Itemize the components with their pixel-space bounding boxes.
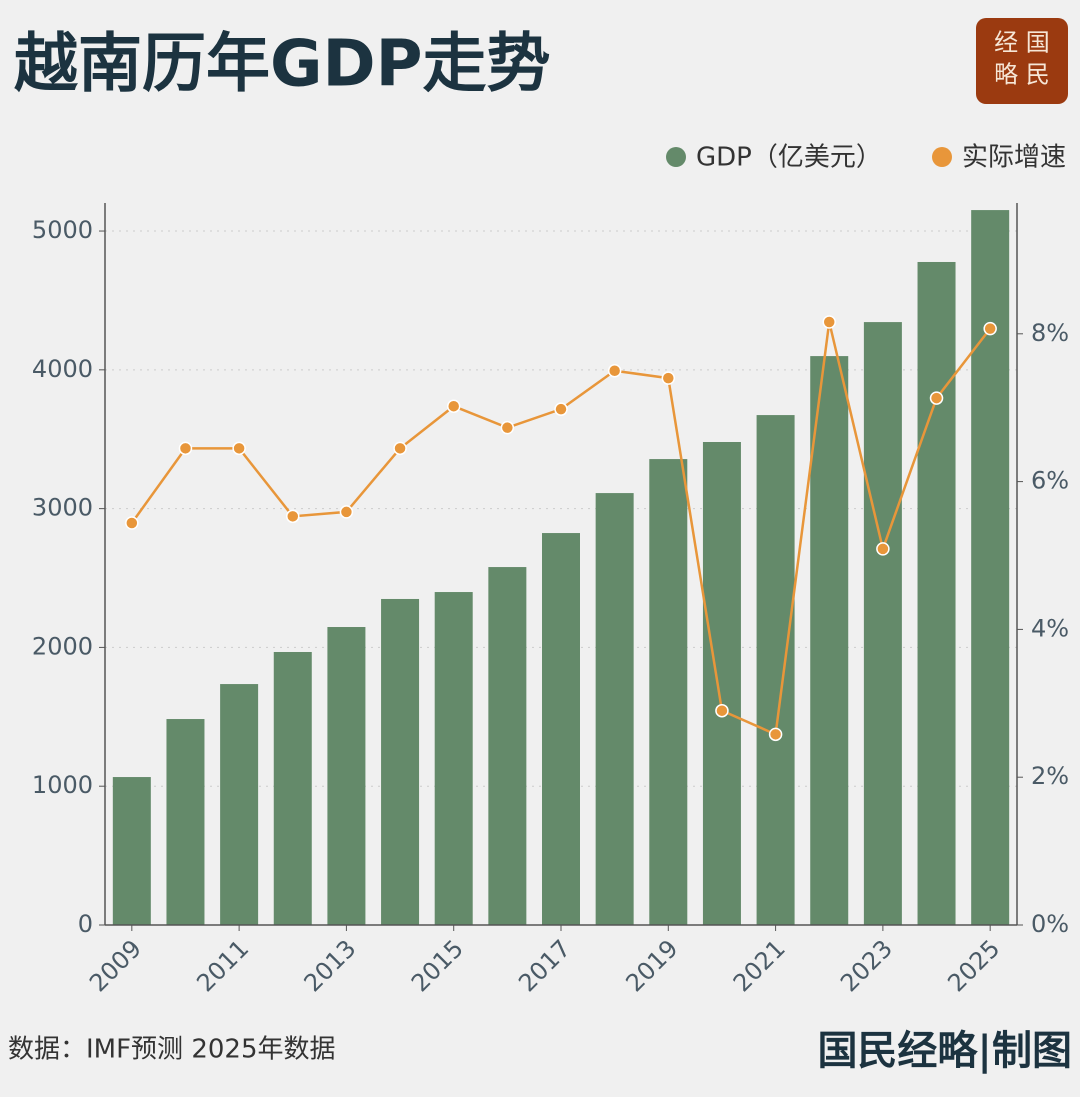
bar <box>971 210 1010 925</box>
bar <box>434 592 473 925</box>
bar <box>917 261 956 925</box>
bar <box>166 719 205 925</box>
bar <box>220 684 259 925</box>
point <box>500 420 515 435</box>
point <box>393 441 407 456</box>
bar <box>381 598 420 925</box>
legend-swatch <box>932 147 952 167</box>
point <box>607 364 622 378</box>
bar <box>327 627 366 925</box>
chart-title: 越南历年GDP走势 <box>14 28 551 102</box>
bar <box>756 415 795 925</box>
y2-tick-label: 4% <box>1031 614 1069 642</box>
point <box>286 509 300 524</box>
logo-text: 经 国 <box>994 29 1050 57</box>
y2-tick-label: 0% <box>1031 910 1069 938</box>
legend-label: GDP（亿美元） <box>696 143 882 173</box>
y2-tick-label: 2% <box>1031 762 1069 790</box>
bar <box>273 651 312 925</box>
y-tick-label: 0 <box>78 910 93 938</box>
point <box>929 391 944 405</box>
bar <box>863 322 902 925</box>
point <box>822 315 836 329</box>
bar <box>488 567 527 925</box>
point <box>661 371 676 385</box>
legend-swatch <box>666 147 686 167</box>
y-tick-label: 1000 <box>32 771 93 799</box>
point <box>876 542 890 556</box>
point <box>446 399 461 413</box>
legend-label: 实际增速 <box>962 143 1066 173</box>
point <box>339 505 354 519</box>
point <box>125 516 139 530</box>
bar <box>702 442 741 925</box>
bar <box>810 356 849 925</box>
y-tick-label: 5000 <box>32 216 93 244</box>
y-tick-label: 2000 <box>32 632 93 660</box>
point <box>554 402 568 416</box>
point <box>232 441 246 456</box>
y-tick-label: 3000 <box>32 494 93 522</box>
bar <box>595 493 634 925</box>
y2-tick-label: 8% <box>1031 319 1069 347</box>
logo-text: 略 民 <box>994 61 1050 89</box>
point <box>715 703 729 718</box>
bar <box>542 533 580 925</box>
source-note: 数据：IMF预测 2025年数据 <box>8 1035 336 1065</box>
y-tick-label: 4000 <box>32 355 93 383</box>
point <box>178 441 193 456</box>
point <box>983 321 997 336</box>
y2-tick-label: 6% <box>1031 467 1069 495</box>
credit: 国民经略|制图 <box>817 1027 1072 1074</box>
bar <box>649 459 688 925</box>
logo-box <box>976 18 1068 104</box>
bar <box>112 777 151 925</box>
point <box>768 727 783 742</box>
